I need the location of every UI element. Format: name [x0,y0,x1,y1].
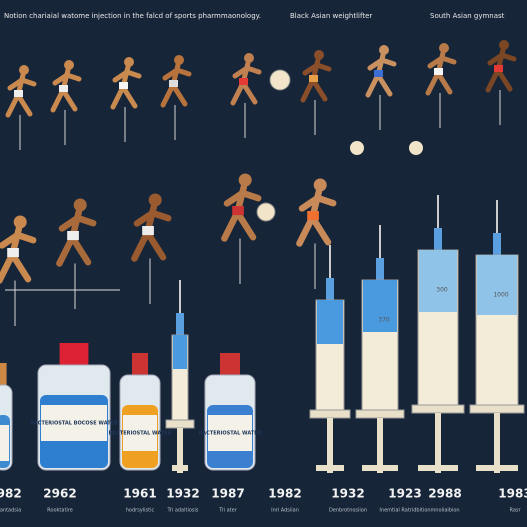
shorts [374,70,383,77]
shorts [14,90,23,97]
head [148,193,162,207]
vial-label [0,425,9,461]
year-note: Inemtial Ratridbition [379,508,430,514]
shorts [309,75,318,82]
plunger [165,419,195,429]
head [314,50,324,60]
shorts [232,206,244,216]
vial-cap [132,353,148,375]
scale-mark: 370 [378,317,390,324]
rod [177,428,183,473]
liquid [477,255,517,315]
year: 1961 [123,487,156,501]
rod [327,418,333,473]
head [64,60,74,70]
figures [0,40,517,326]
thumb [418,465,458,471]
hub [434,228,442,250]
shorts [7,248,19,258]
thumb [476,465,518,471]
year-note: hodrsylistic [126,508,155,514]
shorts [59,85,68,92]
liquid [419,250,457,312]
scale-mark: 1000 [493,292,508,299]
disc [269,69,291,91]
timeline: 1982 Remantadsia 2962 Rooktatire 1961 hodrsyl… [0,487,527,514]
ball [350,141,364,155]
caption: Notion chariaial watome injection in the… [4,12,261,20]
head [13,215,27,229]
year: 1932 [166,487,199,501]
year: 1982 [0,487,22,501]
thumb [362,465,398,471]
thumb [172,465,188,471]
liquid [173,335,187,369]
hub [176,313,184,335]
year-note: Rooktatire [47,508,73,514]
vial-label [41,405,107,441]
year-note: Tri ater [218,508,237,514]
plunger [309,409,351,419]
label: South Asian gymnast [430,12,505,20]
year-note: Rasr [509,508,521,514]
shorts [494,65,503,72]
rod [377,418,383,473]
head [124,57,134,67]
year: 1987 [211,487,244,501]
thumb [316,465,344,471]
vial-label-text: BACTERIOSTAL WATER [108,431,171,437]
label: Black Asian weightlifter [290,12,372,20]
vial-cap [59,343,89,365]
vial-label-text: BACTERIOSTAL BOCOSE WATER [30,421,118,427]
year-note: Inri Adsiian [271,508,299,514]
head [379,45,389,55]
head [244,53,254,63]
vial-cap [0,363,7,385]
shorts [307,211,319,221]
liquid [363,280,397,332]
rod [435,413,441,473]
year: 2962 [43,487,76,501]
shorts [434,68,443,75]
hub [493,233,501,255]
liquid [317,300,343,344]
vial-label [123,415,157,451]
hub [326,278,334,300]
shorts [67,231,79,241]
head [313,178,327,192]
plunger [469,404,525,414]
vial-label [208,415,252,451]
shorts [239,78,248,85]
year: 1983 [498,487,527,501]
year-note: Denbrotnosiion [329,508,367,514]
year: 1932 [331,487,364,501]
disc [256,202,276,222]
vial-cap [220,353,240,375]
year-note: Remantadsia [0,508,21,514]
vial-label-text: BACTERIOSTAL WATER [198,431,261,437]
hub [376,258,384,280]
head [439,43,449,53]
shorts [169,80,178,87]
head [73,198,87,212]
year: 1982 [268,487,301,501]
year: 2988 [428,487,461,501]
head [499,40,509,50]
ball [409,141,423,155]
shorts [119,82,128,89]
year: 1923 [388,487,421,501]
year-note: Tri adaltiosis [166,508,198,514]
rod [494,413,500,473]
vials-and-syringes: BACTERIOSTAL BOCOSE WATER BACTERIOSTAL WA… [0,195,525,473]
plunger [411,404,465,414]
year-note: mnoliaibion [430,508,459,514]
head [19,65,29,75]
shorts [142,226,154,236]
plunger [355,409,405,419]
scale-mark: 300 [436,287,448,294]
head [238,173,252,187]
head [174,55,184,65]
